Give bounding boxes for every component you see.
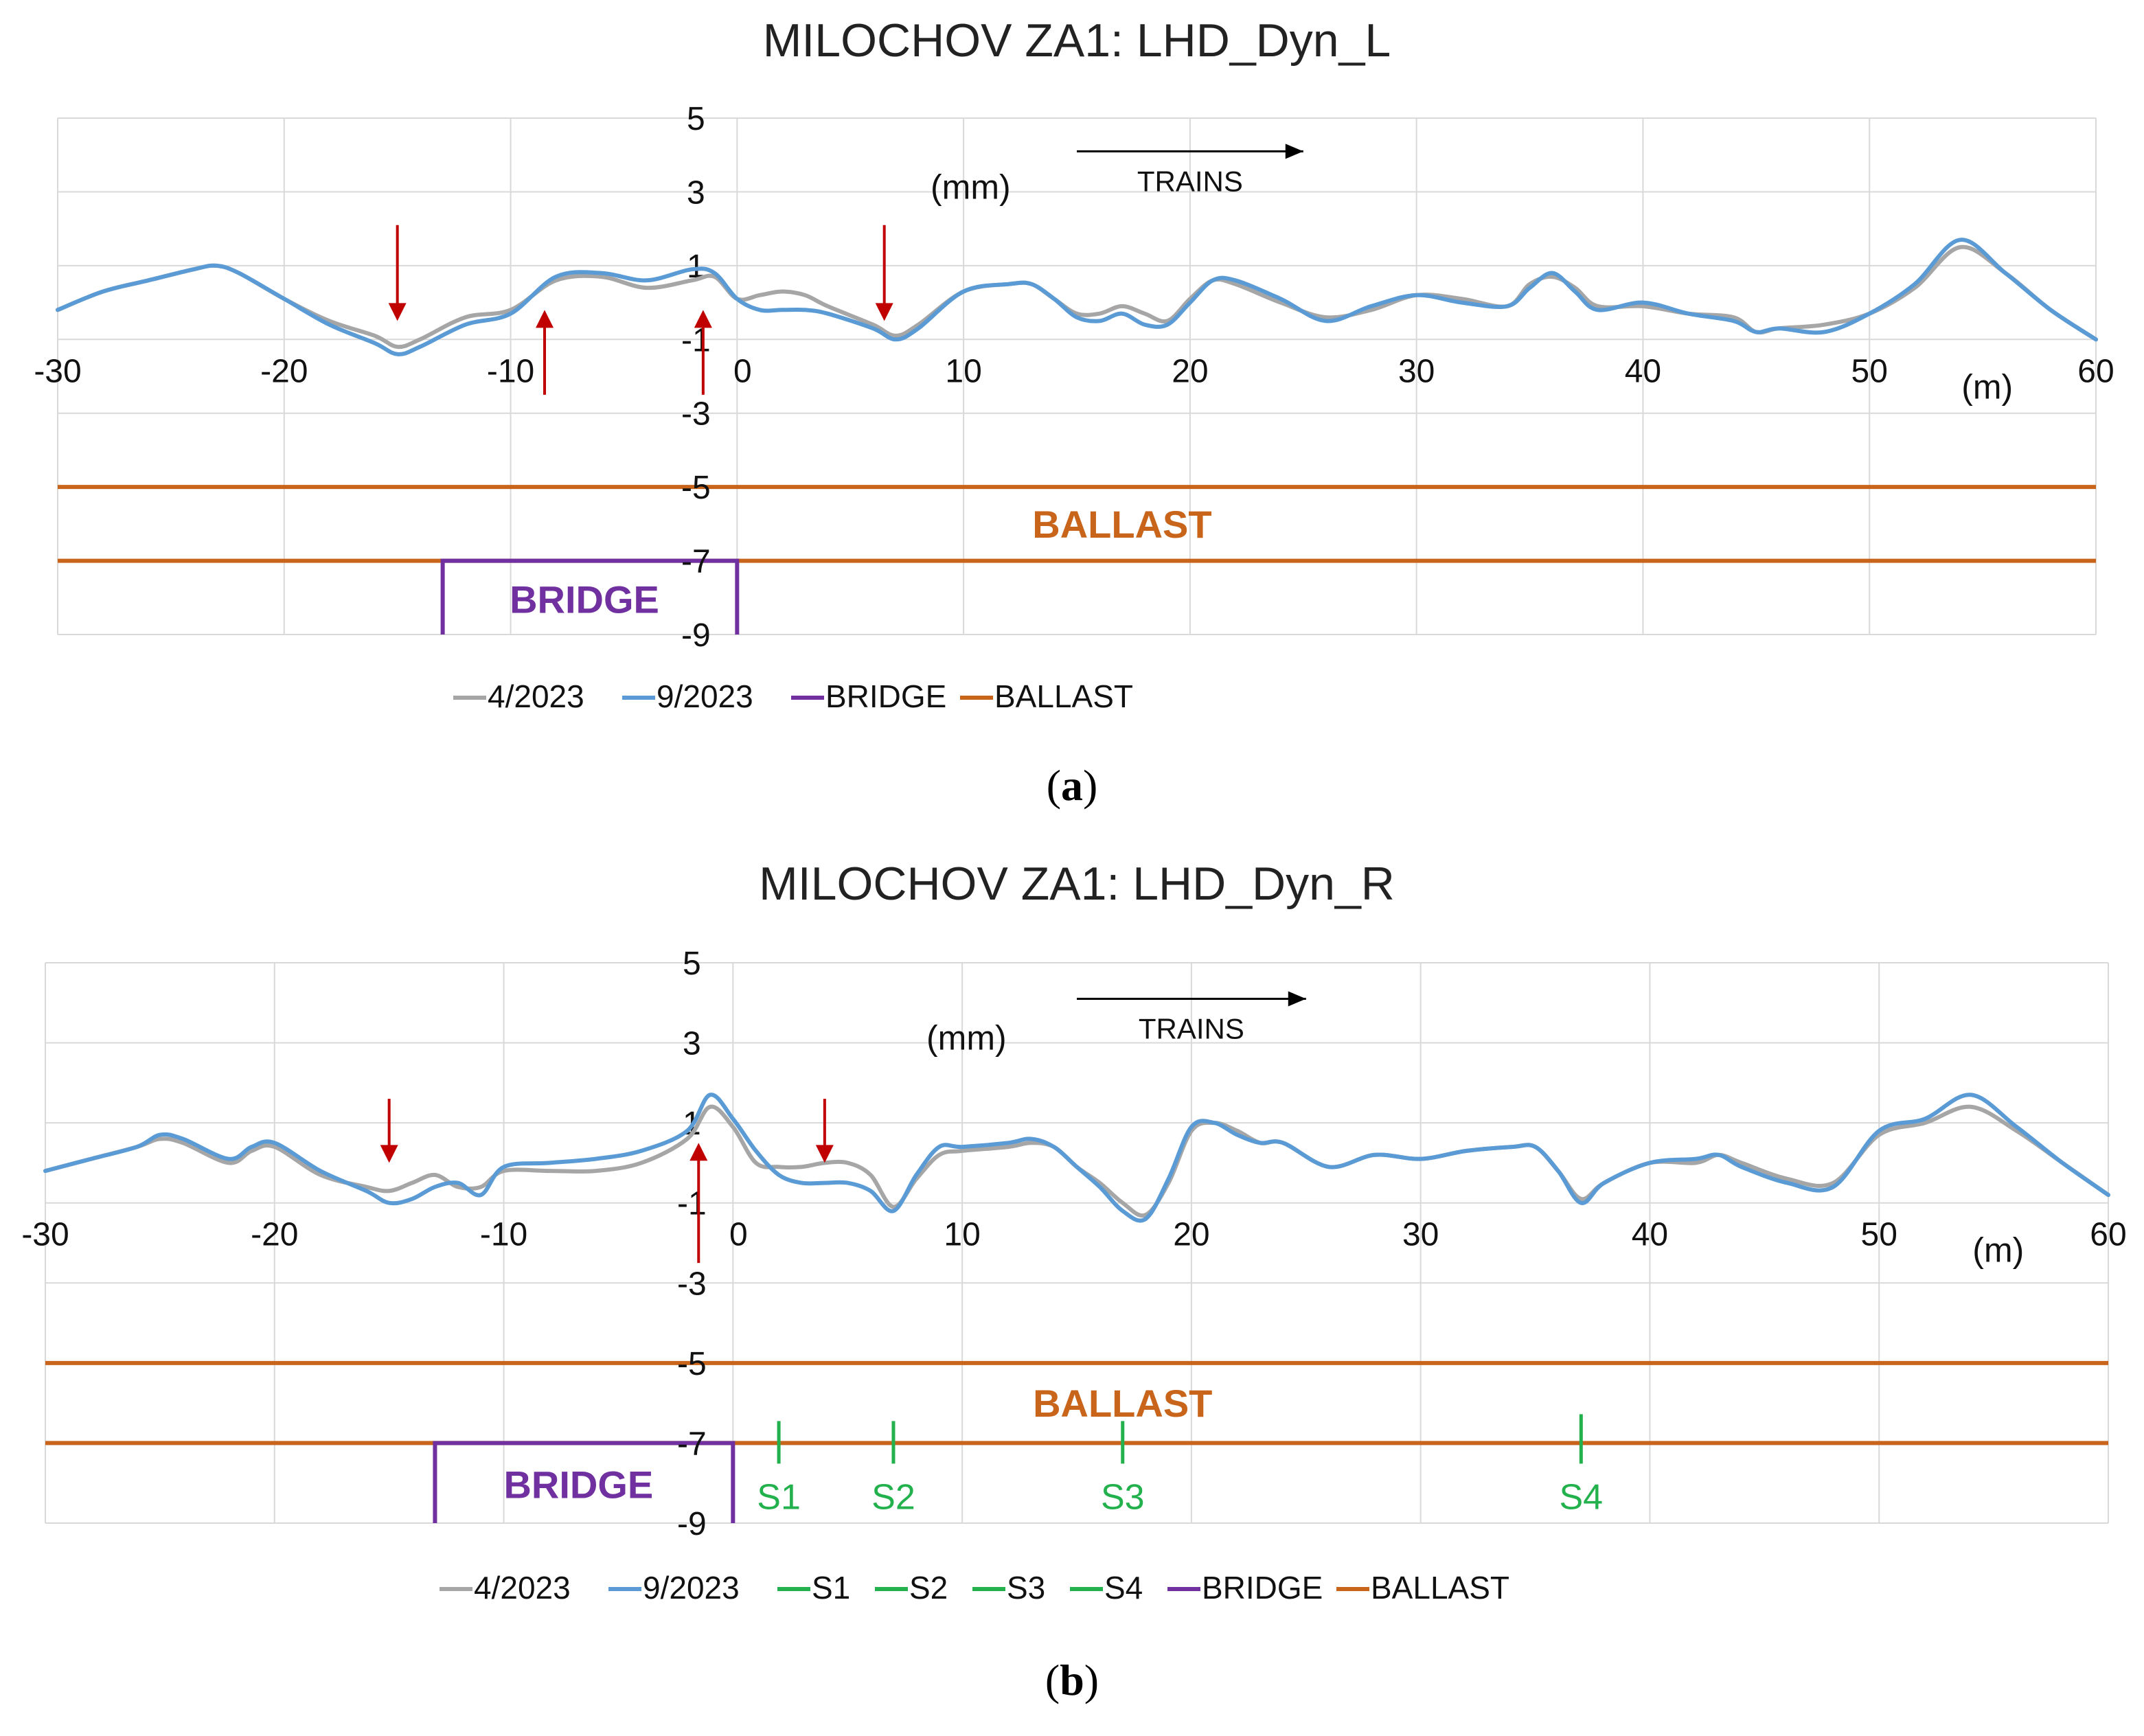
- panel-a-chart: MILOCHOV ZA1: LHD_Dyn_LBALLASTBRIDGE531-…: [34, 14, 2114, 810]
- trains-arrow-head: [1288, 991, 1306, 1007]
- legend-label: 9/2023: [643, 1570, 740, 1606]
- series-line-9-2023: [56, 238, 2098, 356]
- x-tick-label: 50: [1851, 353, 1888, 389]
- panel-caption: (a): [1047, 761, 1098, 810]
- red-arrow-down-head: [380, 1145, 398, 1163]
- x-tick-label: 60: [2077, 353, 2114, 389]
- y-tick-label: -1: [677, 1186, 707, 1222]
- x-tick-label: 30: [1402, 1217, 1439, 1253]
- x-tick-label: 0: [733, 353, 752, 389]
- bridge-outline: [440, 558, 740, 635]
- series-line-4-2023: [43, 1104, 2110, 1218]
- red-arrow-up-head: [536, 310, 554, 328]
- sensor-label-s1: S1: [757, 1477, 801, 1517]
- x-tick-label: -30: [34, 353, 81, 389]
- caption-open-paren: (: [1045, 1656, 1060, 1704]
- x-tick-label: -20: [251, 1217, 298, 1253]
- bridge-label: BRIDGE: [510, 578, 659, 621]
- legend-label: 9/2023: [657, 678, 753, 714]
- legend-label: S4: [1104, 1570, 1143, 1606]
- trains-label: TRAINS: [1139, 1012, 1244, 1044]
- x-tick-label: -10: [487, 353, 534, 389]
- legend-label: BALLAST: [994, 678, 1133, 714]
- red-arrow-down-head: [815, 1145, 834, 1163]
- legend-label: 4/2023: [474, 1570, 571, 1606]
- series-line-9-2023: [43, 1093, 2110, 1223]
- red-arrow-down-head: [388, 303, 407, 321]
- y-tick-label: -5: [677, 1346, 707, 1382]
- red-arrow-up-head: [694, 310, 712, 328]
- trains-arrow-head: [1285, 144, 1303, 159]
- y-tick-label: -9: [677, 1506, 707, 1542]
- x-tick-label: -30: [21, 1217, 69, 1253]
- y-unit-label: (mm): [926, 1019, 1007, 1058]
- sensor-label-s3: S3: [1101, 1477, 1145, 1517]
- y-tick-label: -3: [677, 1266, 707, 1302]
- bridge-label: BRIDGE: [503, 1463, 653, 1507]
- caption-close-paren: ): [1083, 761, 1097, 810]
- y-tick-label: 3: [683, 1026, 701, 1062]
- legend-label: S2: [909, 1570, 948, 1606]
- caption-letter: b: [1060, 1656, 1084, 1704]
- y-tick-label: -3: [681, 396, 711, 433]
- y-tick-label: 3: [687, 174, 705, 211]
- y-tick-label: 5: [683, 946, 701, 982]
- legend: 4/2023 9/2023 BRIDGE BALLAST: [453, 678, 1133, 714]
- sensor-label-s2: S2: [871, 1477, 915, 1517]
- chart-title: MILOCHOV ZA1: LHD_Dyn_L: [763, 14, 1391, 67]
- legend-label: BRIDGE: [825, 678, 946, 714]
- red-arrow-down-head: [875, 303, 893, 321]
- y-tick-label: -7: [681, 544, 711, 580]
- trains-label: TRAINS: [1137, 165, 1243, 197]
- x-tick-label: 20: [1172, 353, 1208, 389]
- x-unit-label: (m): [1961, 367, 2013, 406]
- sensor-label-s4: S4: [1560, 1477, 1604, 1517]
- legend-label: BALLAST: [1371, 1570, 1509, 1606]
- panel-caption: (b): [1045, 1656, 1099, 1704]
- legend-label: S3: [1007, 1570, 1045, 1606]
- panel-b-chart: MILOCHOV ZA1: LHD_Dyn_R BALLAST BRIDGE S1 S2…: [21, 858, 2126, 1704]
- x-tick-label: 10: [944, 1217, 980, 1253]
- x-tick-label: 0: [729, 1217, 748, 1253]
- y-tick-label: -9: [681, 617, 711, 654]
- caption-open-paren: (: [1047, 761, 1061, 810]
- legend: 4/2023 9/2023 S1 S2 S3 S4 BRIDGE BALLAST: [440, 1570, 1509, 1606]
- ballast-label: BALLAST: [1032, 503, 1211, 546]
- bridge-outline: [433, 1441, 735, 1523]
- ballast-label: BALLAST: [1033, 1382, 1212, 1425]
- legend-label: S1: [812, 1570, 850, 1606]
- x-tick-label: -20: [260, 353, 308, 389]
- legend-label: 4/2023: [488, 678, 584, 714]
- x-tick-label: 50: [1861, 1217, 1897, 1253]
- chart-title: MILOCHOV ZA1: LHD_Dyn_R: [759, 858, 1395, 910]
- red-arrow-up-head: [689, 1143, 708, 1161]
- caption-close-paren: ): [1084, 1656, 1099, 1704]
- y-tick-label: 5: [687, 101, 705, 137]
- x-tick-label: -10: [480, 1217, 527, 1253]
- x-unit-label: (m): [1972, 1231, 2024, 1270]
- y-tick-label: -7: [677, 1426, 707, 1462]
- y-tick-label: -1: [681, 322, 711, 358]
- y-tick-label: -5: [681, 470, 711, 506]
- x-tick-label: 60: [2090, 1217, 2126, 1253]
- x-tick-label: 40: [1632, 1217, 1668, 1253]
- caption-letter: a: [1061, 761, 1083, 810]
- x-tick-label: 30: [1398, 353, 1435, 389]
- x-tick-label: 20: [1173, 1217, 1209, 1253]
- y-unit-label: (mm): [931, 168, 1011, 206]
- x-tick-label: 40: [1625, 353, 1661, 389]
- x-tick-label: 10: [945, 353, 981, 389]
- legend-label: BRIDGE: [1202, 1570, 1323, 1606]
